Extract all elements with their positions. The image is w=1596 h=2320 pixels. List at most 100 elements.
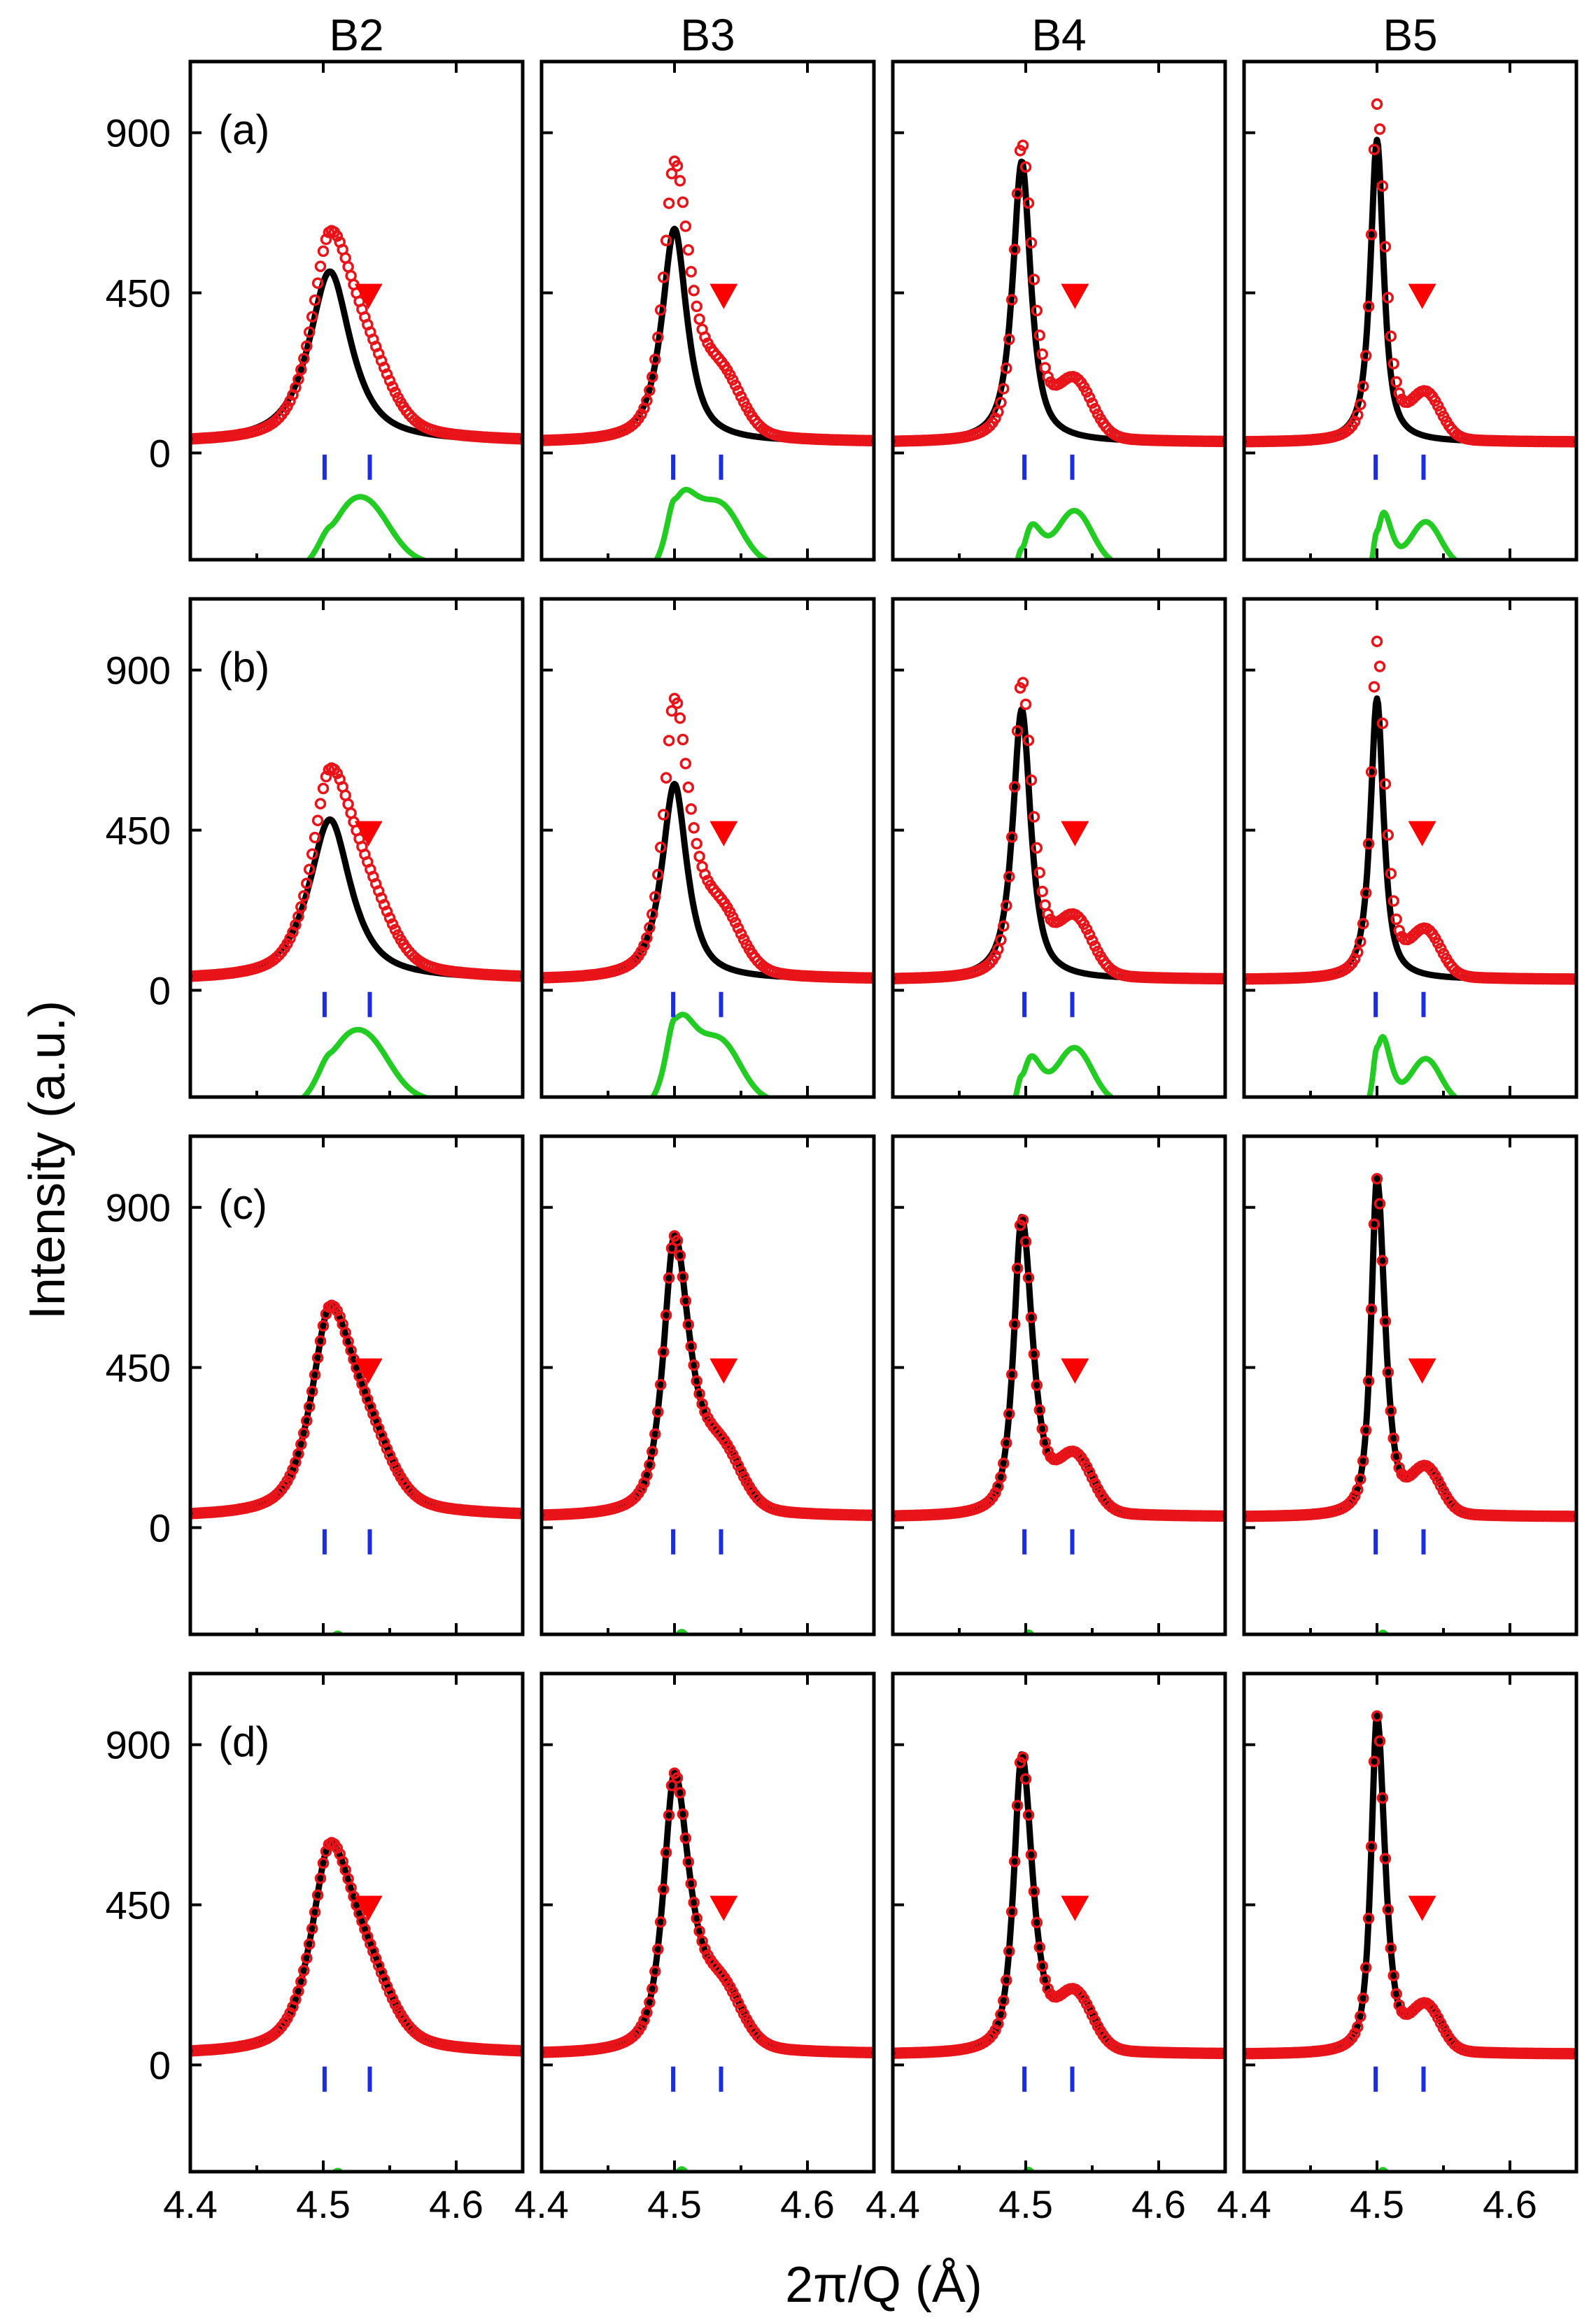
observed-point	[1025, 1848, 1038, 1861]
observed-point	[1382, 292, 1394, 304]
observed-point	[663, 1809, 675, 1821]
triangle-marker	[1061, 821, 1089, 847]
observed-point	[1083, 928, 1096, 941]
observed-points	[542, 1230, 874, 1522]
panel-b-b2: 0 450 900 (b)	[106, 597, 525, 1099]
observed-point	[1005, 294, 1018, 306]
observed-point	[1379, 241, 1392, 253]
observed-point	[317, 1857, 330, 1869]
difference-curve	[305, 494, 434, 560]
observed-point	[635, 945, 647, 958]
panel-c-b5	[1242, 1134, 1579, 1636]
column-title-b3: B3	[680, 10, 735, 60]
calculated-curve	[893, 1214, 1225, 1520]
observed-point	[1352, 946, 1364, 959]
observed-point	[1036, 348, 1048, 360]
observed-point	[1086, 934, 1099, 947]
observed-point	[386, 381, 399, 392]
panel-frame	[188, 1671, 525, 2174]
observed-point	[998, 920, 1010, 932]
observed-point	[1219, 2047, 1225, 2060]
panel-b-b3	[539, 597, 876, 1099]
observed-point	[732, 1459, 744, 1471]
column-titles: B2 B3 B4 B5	[329, 10, 1437, 60]
observed-point	[1368, 1218, 1380, 1230]
observed-point	[649, 1965, 661, 1977]
observed-point	[1036, 1960, 1048, 1972]
observed-point	[1382, 1366, 1394, 1378]
x-tick-label: 4.6	[429, 2182, 483, 2226]
x-tick-label: 4.6	[1131, 2182, 1186, 2226]
observed-point	[674, 175, 686, 187]
observed-point	[1008, 781, 1021, 793]
observed-point	[665, 1779, 678, 1792]
observed-point	[1371, 1173, 1383, 1185]
observed-point	[644, 1459, 656, 1471]
y-tick-label: 0	[149, 968, 171, 1012]
triangle-marker	[1408, 1358, 1436, 1384]
observed-points	[1244, 1710, 1576, 2060]
observed-point	[729, 1991, 742, 2003]
observed-point	[1357, 917, 1369, 930]
observed-point	[314, 1872, 327, 1884]
y-tick-label: 0	[149, 1506, 171, 1550]
observed-point	[1368, 143, 1380, 155]
observed-point	[1028, 1348, 1040, 1360]
observed-point	[1017, 1214, 1029, 1226]
panel-label: (b)	[218, 644, 269, 691]
observed-point	[1033, 1941, 1046, 1953]
observed-point	[693, 850, 705, 863]
calculated-curve	[190, 1839, 523, 2055]
observed-point	[1011, 1262, 1024, 1274]
observed-point	[303, 326, 316, 338]
observed-point	[292, 910, 304, 923]
observed-point	[641, 1469, 653, 1481]
panel-frame	[891, 1134, 1227, 1636]
plot-area	[1244, 635, 1576, 1097]
observed-point	[1219, 972, 1225, 985]
x-tick-label: 4.5	[296, 2182, 351, 2226]
panel-frame	[539, 1134, 876, 1636]
observed-point	[1008, 1855, 1021, 1867]
observed-point	[1001, 1974, 1012, 1986]
observed-point	[1393, 387, 1405, 399]
panel-frame	[1242, 597, 1579, 1099]
difference-curve	[653, 486, 773, 560]
observed-point	[331, 1842, 344, 1854]
difference-curve	[299, 1026, 437, 1097]
observed-point	[1022, 735, 1035, 747]
calculated-curve	[893, 706, 1225, 982]
observed-point	[688, 1897, 700, 1909]
observed-point	[989, 2024, 1001, 2037]
observed-point	[331, 768, 344, 779]
observed-point	[1365, 1303, 1378, 1315]
observed-point	[301, 1415, 313, 1427]
observed-point	[665, 1242, 678, 1254]
observed-point	[1086, 397, 1099, 409]
observed-point	[1008, 1318, 1021, 1330]
x-tick-label: 4.5	[647, 2182, 702, 2226]
triangle-marker	[709, 1358, 738, 1384]
observed-point	[1382, 1904, 1394, 1916]
observed-point	[1025, 774, 1038, 786]
observed-point	[729, 1454, 742, 1466]
observed-point	[1373, 123, 1386, 135]
observed-point	[383, 912, 396, 924]
observed-point	[665, 705, 678, 717]
observed-point	[1368, 1755, 1380, 1767]
panel-frame	[891, 597, 1227, 1099]
observed-point	[685, 266, 697, 278]
observed-point	[1393, 924, 1405, 937]
calculated-curve	[1244, 1175, 1576, 1521]
observed-point	[868, 1509, 874, 1522]
difference-curve	[1369, 509, 1460, 560]
observed-point	[295, 901, 307, 913]
observed-point	[309, 294, 321, 306]
observed-point	[317, 782, 330, 795]
observed-point	[729, 379, 742, 391]
observed-point	[1033, 867, 1046, 879]
observed-point	[314, 1335, 327, 1347]
observed-point	[1005, 1906, 1018, 1918]
panel-a-b5	[1242, 59, 1579, 562]
